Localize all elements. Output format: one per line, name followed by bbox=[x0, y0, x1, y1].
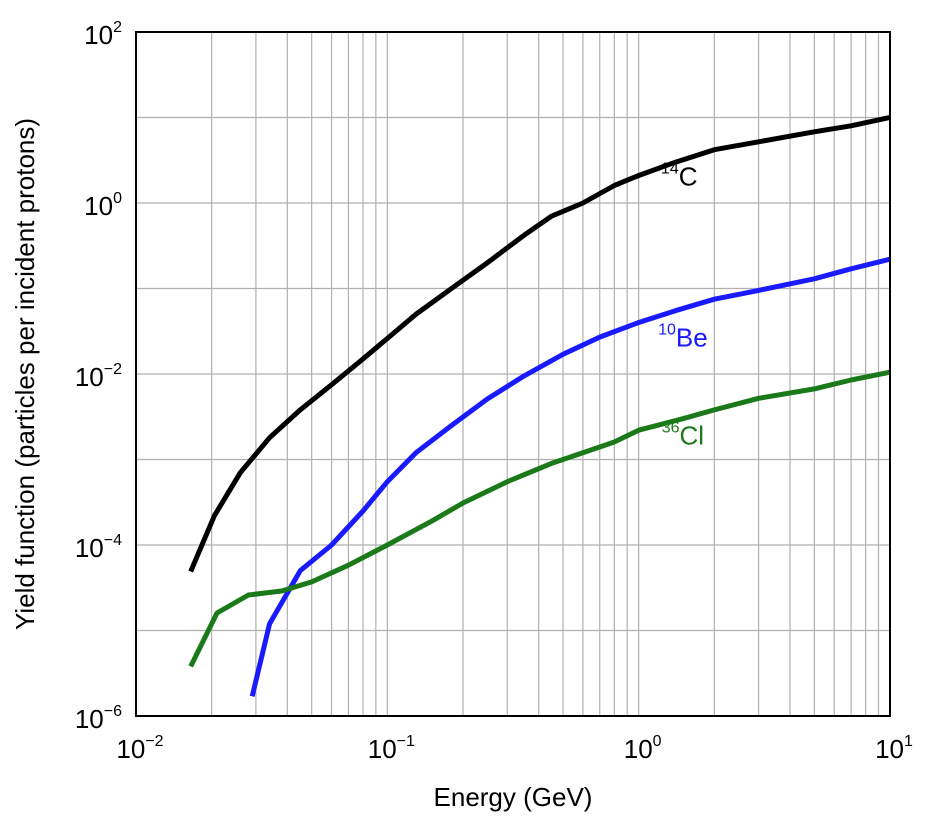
y-tick-label: 10−2 bbox=[75, 361, 122, 392]
grid bbox=[136, 32, 890, 716]
x-tick-labels: 10−2 10−1 100 101 bbox=[116, 733, 913, 764]
series-label-14C: 14C bbox=[661, 161, 698, 192]
series-line-10Be bbox=[249, 256, 891, 697]
y-tick-labels: 10−6 10−4 10−2 100 102 bbox=[75, 19, 122, 734]
x-tick-label: 10−1 bbox=[368, 733, 415, 764]
y-tick-label: 10−4 bbox=[75, 532, 122, 563]
series-line-14C bbox=[188, 115, 891, 573]
plot-frame bbox=[135, 31, 891, 717]
x-tick-label: 101 bbox=[875, 733, 913, 764]
x-tick-label: 10−2 bbox=[116, 733, 163, 764]
series-line-36Cl bbox=[188, 369, 891, 668]
y-axis-label: Yield function (particles per incident p… bbox=[10, 118, 40, 630]
x-axis-label: Energy (GeV) bbox=[434, 782, 593, 812]
series-label-10Be: 10Be bbox=[658, 321, 708, 352]
series-lines bbox=[188, 115, 891, 697]
y-tick-label: 10−6 bbox=[75, 703, 122, 734]
series-labels: 14C 10Be 36Cl bbox=[658, 161, 708, 451]
y-tick-label: 102 bbox=[84, 19, 122, 50]
series-label-36Cl: 36Cl bbox=[662, 419, 704, 450]
y-tick-label: 100 bbox=[84, 190, 122, 221]
x-tick-label: 100 bbox=[624, 733, 662, 764]
